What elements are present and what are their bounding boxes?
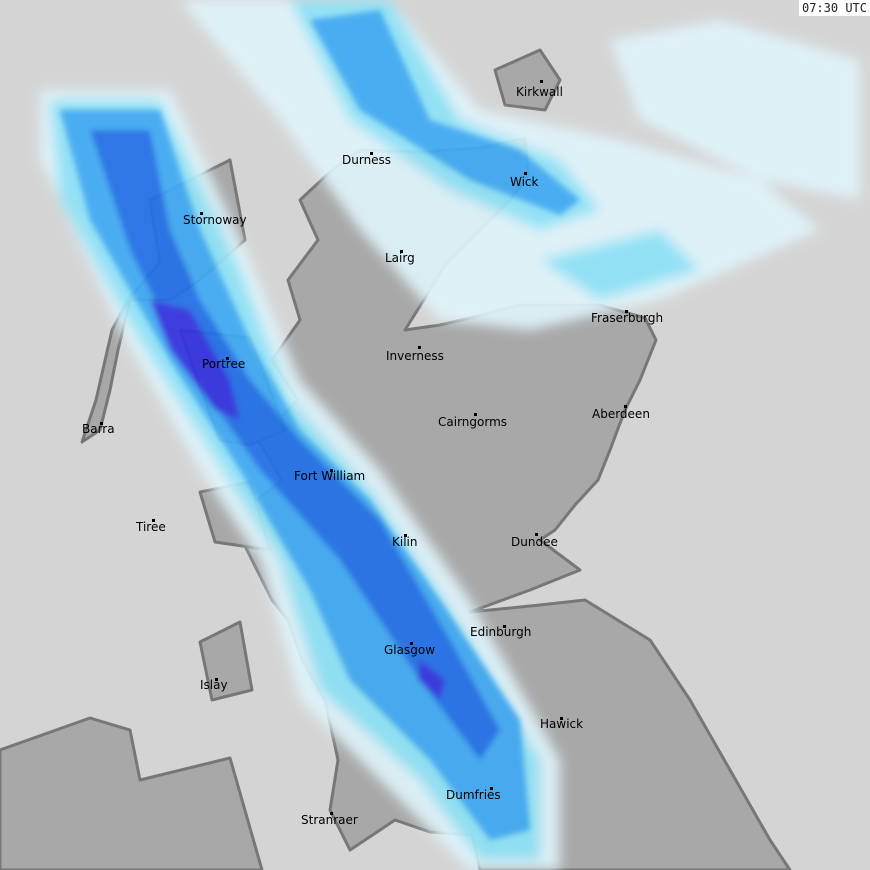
timestamp: 07:30 UTC (798, 0, 870, 16)
city-marker (400, 250, 403, 253)
city-marker (226, 357, 229, 360)
city-marker (490, 787, 493, 790)
city-marker (330, 812, 333, 815)
city-label: Aberdeen (592, 407, 650, 421)
city-label: Hawick (540, 717, 584, 731)
city-label: Lairg (385, 251, 415, 265)
city-marker (503, 625, 506, 628)
city-label: Portree (202, 357, 246, 371)
city-label: Durness (342, 153, 392, 167)
precipitation (40, 0, 860, 870)
city-label: Dundee (511, 535, 558, 549)
city-marker (418, 346, 421, 349)
city-marker (215, 678, 218, 681)
orkney (493, 48, 562, 112)
city-marker (524, 172, 527, 175)
city-marker (535, 533, 538, 536)
city-marker (624, 405, 627, 408)
city-marker (370, 152, 373, 155)
city-label: Glasgow (384, 643, 436, 657)
city-label: Kirkwall (516, 85, 563, 99)
city-label: Tiree (136, 520, 166, 534)
city-label: Stranraer (301, 813, 358, 827)
ireland (0, 716, 264, 870)
city-label: Barra (82, 422, 115, 436)
city-label: Edinburgh (470, 625, 532, 639)
city-label: Inverness (386, 349, 444, 363)
city-marker (404, 534, 407, 537)
city-marker (474, 413, 477, 416)
city-label: Fort William (294, 469, 366, 483)
city-label: Kilin (392, 535, 418, 549)
city-label: Dumfries (446, 788, 501, 802)
city-marker (410, 642, 413, 645)
city-marker (330, 469, 333, 472)
city-marker (100, 422, 103, 425)
city-marker (625, 310, 628, 313)
city-marker (540, 80, 543, 83)
islay (198, 620, 254, 702)
city-marker (560, 717, 563, 720)
city-marker (200, 212, 203, 215)
city-label: Fraserburgh (591, 311, 664, 325)
city-label: Stornoway (183, 213, 247, 227)
city-label: Wick (510, 175, 539, 189)
city-label: Islay (200, 678, 228, 692)
city-marker (152, 519, 155, 522)
city-label: Cairngorms (438, 415, 508, 429)
